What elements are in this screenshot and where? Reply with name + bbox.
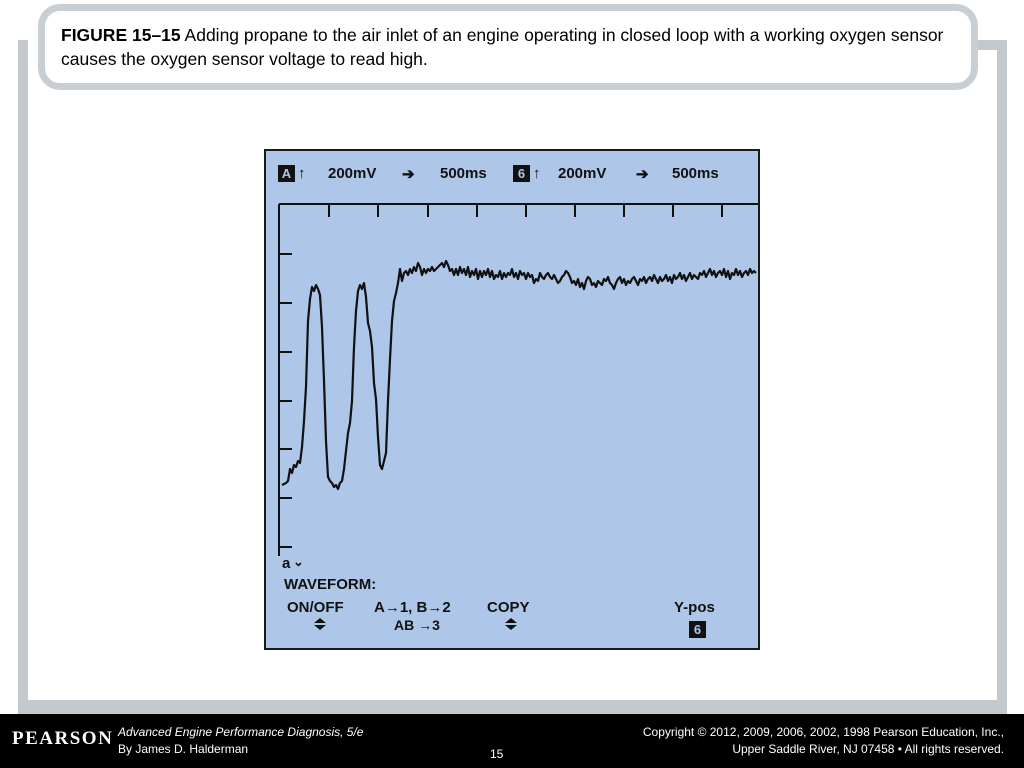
double-chevron-down-icon: ⌄ [293, 554, 304, 569]
channel-assign-button[interactable]: A→1, B→2 [374, 599, 451, 616]
channel-a-time: 500ms [440, 165, 487, 182]
waveform-label: WAVEFORM: [284, 576, 377, 593]
y-position-button[interactable]: Y-pos [674, 599, 715, 616]
cursor-label: a [282, 555, 291, 572]
top-ticks [328, 204, 723, 217]
channel-b-volts: 200mV [558, 165, 607, 182]
pearson-logo: PEARSON [12, 728, 114, 749]
channel-b-box: 6 [513, 165, 530, 182]
frame-bottom [18, 700, 1007, 714]
right-arrow-icon: ➔ [636, 166, 649, 183]
scope-header: A ↑ 200mV ➔ 500ms 6 ↑ 200mV ➔ 500ms [266, 163, 758, 185]
copyright-text: Copyright © 2012, 2009, 2006, 2002, 1998… [642, 725, 1004, 739]
page-number: 15 [490, 747, 504, 761]
up-arrow-icon: ↑ [298, 165, 306, 182]
up-down-arrow-icon[interactable] [504, 617, 518, 631]
slide-footer: PEARSON Advanced Engine Performance Diag… [0, 714, 1024, 768]
frame-left [18, 40, 28, 715]
publisher-address: Upper Saddle River, NJ 07458 • All right… [732, 742, 1004, 756]
copy-button[interactable]: COPY [487, 599, 530, 616]
up-down-arrow-icon[interactable] [313, 617, 327, 631]
right-arrow-icon: ➔ [402, 166, 415, 183]
channel-b-time: 500ms [672, 165, 719, 182]
figure-caption-text: Adding propane to the air inlet of an en… [61, 25, 944, 69]
book-author: By James D. Halderman [118, 742, 249, 756]
channel-a-box: A [278, 165, 295, 182]
channel-combine-label: AB →3 [394, 617, 440, 633]
onoff-button[interactable]: ON/OFF [287, 599, 344, 616]
frame-right [997, 40, 1007, 715]
figure-caption: FIGURE 15–15 Adding propane to the air i… [38, 4, 978, 90]
figure-label: FIGURE 15–15 [61, 25, 181, 45]
channel-a-volts: 200mV [328, 165, 377, 182]
scope-menu: a ⌄ WAVEFORM: ON/OFF A→1, B→2 AB →3 COPY… [266, 151, 758, 648]
book-title: Advanced Engine Performance Diagnosis, 5… [118, 725, 364, 739]
oxygen-sensor-waveform [281, 259, 757, 491]
oscilloscope-screen: A ↑ 200mV ➔ 500ms 6 ↑ 200mV ➔ 500ms [264, 149, 760, 650]
up-arrow-icon: ↑ [533, 165, 541, 182]
left-ticks [279, 253, 292, 548]
scope-plot [278, 203, 758, 556]
y-position-channel-box: 6 [689, 621, 706, 638]
frame-top-right [975, 40, 1007, 50]
